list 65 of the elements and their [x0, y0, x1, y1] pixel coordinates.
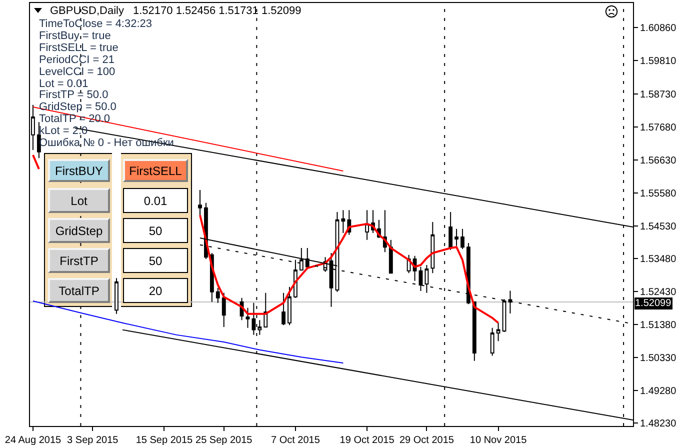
annotation: TimeToClose = 4:32:23 [39, 18, 152, 30]
y-tick-label: 1.54530 [640, 221, 677, 232]
annotation: PeriodCCI = 21 [39, 54, 115, 66]
button: FirstSELL [123, 159, 188, 182]
candlestick [454, 228, 458, 246]
y-tick-label: 1.59810 [640, 56, 677, 67]
candlestick [472, 301, 476, 362]
annotation: GridStep = 50.0 [39, 101, 116, 113]
annotation: FirstTP = 50.0 [39, 89, 108, 101]
button: FirstTP [48, 248, 110, 273]
input-field: 50 [123, 218, 188, 243]
annotation: Lot = 0.01 [39, 78, 88, 90]
input-field: 50 [123, 248, 188, 273]
input-field: 20 [123, 278, 188, 303]
y-tick-label: 1.52430 [640, 287, 677, 298]
ref-line-label: 1.52099 [635, 298, 672, 309]
y-tick-label: 1.50330 [640, 352, 677, 364]
x-tick-label: 3 Sep 2015 [67, 435, 119, 445]
y-tick-label: 1.57680 [640, 122, 677, 134]
candlestick [216, 287, 220, 304]
x-tick-label: 7 Oct 2015 [271, 435, 320, 445]
candlestick [288, 286, 292, 326]
candlestick [430, 222, 435, 274]
candlestick [198, 190, 202, 216]
x-tick-label: 25 Sep 2015 [196, 435, 253, 445]
annotation: LevelCCI = 100 [39, 66, 116, 78]
candlestick [508, 290, 512, 314]
candlestick [496, 322, 500, 342]
button: GridStep [48, 218, 110, 243]
candlestick [282, 292, 286, 326]
candlestick [365, 210, 370, 240]
candlestick [114, 278, 118, 314]
chart-subtitle: 1.52170 1.52456 1.51731 1.52099 [133, 5, 302, 17]
y-tick-label: 1.53480 [640, 254, 677, 266]
y-tick-label: 1.48230 [640, 418, 677, 430]
button: Lot [48, 188, 110, 213]
x-tick-label: 29 Oct 2015 [399, 435, 454, 445]
x-tick-label: 10 Nov 2015 [470, 435, 528, 445]
line-series [32, 300, 344, 364]
chart-title: GBPUSD,Daily [50, 5, 124, 17]
y-tick-label: 1.56630 [640, 155, 677, 166]
candlestick [246, 307, 250, 328]
input-field: 0.01 [123, 188, 188, 213]
x-tick-label: 15 Sep 2015 [136, 435, 194, 445]
button: TotalTP [48, 278, 110, 303]
annotation: FirstBuy = true [39, 30, 111, 42]
candlestick [222, 292, 226, 328]
y-tick-label: 1.51380 [640, 320, 677, 331]
annotation: FirstSELL = true [39, 42, 118, 54]
candlestick [490, 327, 494, 356]
y-tick-label: 1.60860 [640, 22, 677, 34]
button: FirstBUY [48, 159, 110, 182]
candlestick [424, 264, 429, 294]
candlestick [36, 122, 41, 159]
x-tick-label: 24 Aug 2015 [4, 435, 62, 445]
y-tick-label: 1.55580 [640, 188, 677, 200]
candlestick [460, 228, 464, 250]
x-tick-label: 19 Oct 2015 [340, 435, 395, 445]
y-tick-label: 1.58730 [640, 90, 677, 101]
y-tick-label: 1.49280 [640, 386, 677, 397]
candlestick [418, 266, 423, 292]
candlestick [448, 211, 453, 250]
candlestick [341, 210, 346, 234]
candlestick [388, 239, 393, 274]
candlestick [264, 292, 268, 328]
